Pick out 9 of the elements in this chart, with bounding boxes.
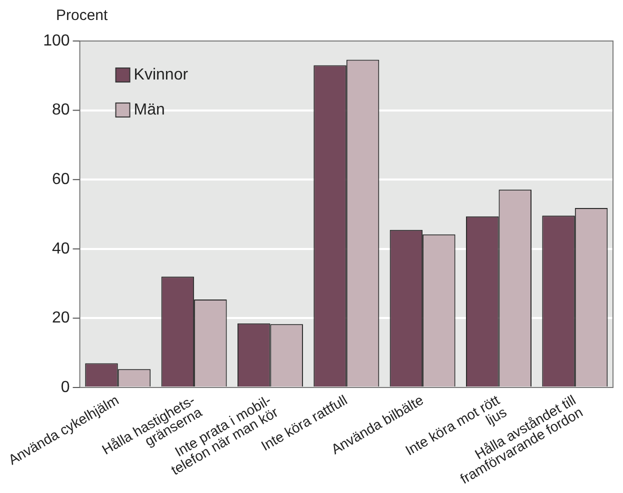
y-tick-label: 0 [60, 378, 70, 396]
y-tick-label: 40 [52, 240, 70, 258]
y-tick-label: 20 [52, 310, 70, 327]
y-axis-title: Procent [56, 7, 108, 24]
legend-label: Kvinnor [134, 66, 189, 84]
legend-label: Män [134, 101, 165, 118]
y-tick-label: 100 [43, 32, 70, 50]
y-tick-label: 60 [52, 171, 70, 188]
y-tick-label: 80 [52, 102, 70, 119]
